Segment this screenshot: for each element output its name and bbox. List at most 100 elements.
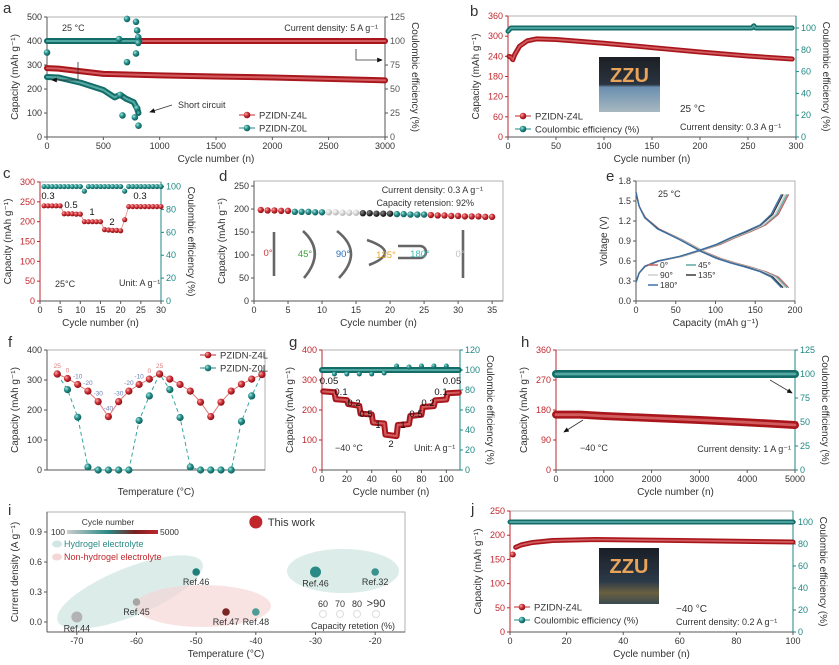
y-tick-label: 100 (20, 256, 35, 266)
y-tick-label: 0 (500, 627, 505, 637)
retention-title: Capacity retetion (%) (311, 621, 395, 631)
y-tick-label: 60 (493, 112, 503, 122)
panel-g (319, 349, 463, 473)
x-tick-label: -50 (190, 636, 203, 646)
x-tick-label: 10 (75, 305, 85, 315)
data-point (133, 27, 141, 34)
y-tick-label: 120 (488, 92, 503, 102)
x-tick-label: 300 (788, 141, 803, 151)
data-point (134, 203, 140, 210)
data-point (130, 183, 136, 190)
data-point (118, 183, 124, 190)
x-tick-label: 100 (708, 305, 723, 315)
temperature-point-label: -10 (73, 374, 83, 381)
y-axis-label: Voltage (V) (599, 216, 610, 265)
annotation: Capacity retension: 92% (376, 198, 474, 208)
bubble-point (71, 611, 83, 623)
panel-letter: g (289, 334, 297, 351)
y-tick-label: 400 (302, 345, 317, 355)
y2-tick-label: 120 (465, 345, 480, 355)
data-point (65, 183, 71, 190)
data-point (69, 211, 75, 217)
bubble-point (371, 568, 379, 576)
panel-letter: j (470, 501, 474, 518)
panel-f (44, 349, 266, 474)
rate-label: 0.5 (64, 200, 77, 211)
data-point (74, 413, 82, 421)
x-tick-label: 1500 (206, 141, 226, 151)
bubble-point (252, 608, 260, 616)
data-point (134, 39, 142, 47)
panel-letter: i (8, 502, 11, 519)
y-tick-label: 300 (27, 375, 42, 385)
hydrogel-region (287, 549, 399, 593)
x-tick-label: 100 (439, 474, 454, 484)
hydrogel-region (57, 555, 203, 629)
data-point (394, 363, 400, 369)
data-point (248, 392, 256, 400)
y-tick-label: 300 (20, 177, 35, 187)
y-tick-label: 250 (20, 197, 35, 207)
y-axis-label: Current density (A g⁻¹) (10, 522, 21, 622)
y-axis-label: Capacity (mAh g⁻¹) (217, 198, 228, 284)
y2-tick-label: 100 (390, 36, 405, 46)
y-tick-label: 500 (27, 12, 42, 22)
ref-label: Ref.47 (213, 617, 240, 627)
series-line-voltage_discharge (635, 192, 782, 289)
data-point (133, 104, 141, 112)
x-tick-label: 0 (505, 141, 510, 151)
temperature-point-label: 0 (66, 368, 70, 375)
data-point (122, 217, 128, 223)
y2-tick-label: 125 (390, 12, 405, 22)
y-tick-label: 1.5 (618, 196, 631, 206)
legend-marker (204, 351, 212, 359)
x-axis-label: Temperature (°C) (118, 487, 195, 498)
data-point (186, 463, 194, 471)
x-tick-label: 5 (286, 305, 291, 315)
legend-label: 135° (698, 270, 716, 280)
data-point (53, 370, 61, 378)
data-point (331, 371, 337, 377)
retention-marker (353, 610, 361, 618)
y-tick-label: 0 (37, 465, 42, 475)
x-tick-label: 80 (416, 474, 426, 484)
y-tick-label: 400 (27, 36, 42, 46)
data-point (258, 371, 266, 379)
rate-label: 2 (109, 217, 114, 228)
x-tick-label: 1000 (150, 141, 170, 151)
data-point (115, 466, 123, 474)
data-point (53, 203, 59, 209)
legend-label: Non-hydrogel electrolyte (64, 552, 162, 562)
temperature-point-label: -10 (134, 374, 144, 381)
annotation: −40 °C (676, 604, 707, 615)
y-tick-label: 250 (490, 506, 505, 516)
y-tick-label: 250 (234, 181, 249, 191)
bend-angle-label: 180° (410, 249, 430, 260)
data-point (414, 211, 421, 218)
data-point (126, 203, 132, 210)
x-tick-label: 200 (787, 305, 802, 315)
data-point (130, 203, 136, 210)
data-point (145, 375, 153, 383)
x-axis-label: Cycle number (n) (613, 649, 690, 660)
x-tick-label: 20 (385, 305, 395, 315)
data-point (406, 364, 412, 370)
legend-marker (243, 111, 251, 119)
x-tick-label: 3000 (689, 474, 709, 484)
y-tick-label: 0 (312, 465, 317, 475)
annotation: 25 °C (658, 189, 681, 199)
x-tick-label: 30 (156, 305, 166, 315)
data-point (237, 380, 246, 388)
annotation: 25 °C (62, 23, 85, 33)
x-tick-label: 0 (44, 141, 49, 151)
data-point (84, 463, 92, 471)
data-point (434, 212, 441, 219)
y-tick-label: 0.3 (29, 587, 42, 597)
data-point (207, 466, 215, 474)
data-point (146, 203, 152, 210)
y2-axis-label: Coulombic efficiency (%) (484, 355, 495, 465)
data-point (135, 122, 142, 130)
x-tick-label: 0 (507, 636, 512, 646)
x-tick-label: -70 (70, 636, 83, 646)
data-point (105, 183, 112, 190)
